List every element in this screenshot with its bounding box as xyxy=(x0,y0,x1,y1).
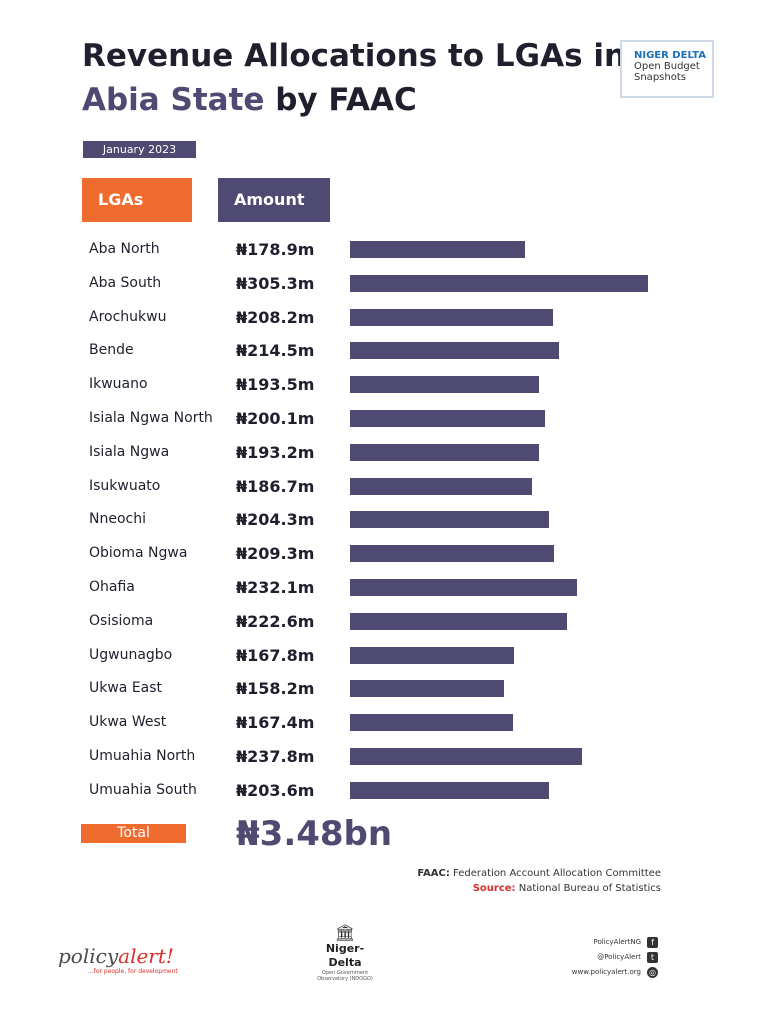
amount-label: ₦158.2m xyxy=(236,679,315,699)
bar xyxy=(350,748,582,765)
lga-name: Arochukwu xyxy=(89,308,167,325)
amount-label: ₦186.7m xyxy=(236,476,315,496)
lga-name: Ukwa East xyxy=(89,680,163,697)
lga-name: Ukwa West xyxy=(89,714,167,731)
facebook-handle: PolicyAlertNG xyxy=(593,938,641,946)
bar xyxy=(350,579,577,596)
ndogo-sub-2: Observatory (NDOGO) xyxy=(317,976,373,982)
amount-label: ₦167.4m xyxy=(236,713,315,733)
lga-name: Isiala Ngwa xyxy=(89,443,170,460)
lga-name: Bende xyxy=(89,342,134,359)
amount-label: ₦193.5m xyxy=(236,375,315,395)
twitter-icon: t xyxy=(647,951,658,963)
lga-name: Aba South xyxy=(89,274,162,291)
ndogo-sub-1: Open Government xyxy=(321,970,369,976)
logo-line-1: NIGER DELTA xyxy=(634,50,706,61)
lga-name: Nneochi xyxy=(89,511,146,528)
source-key: Source: xyxy=(472,883,516,894)
amount-label: ₦178.9m xyxy=(236,240,315,259)
bar xyxy=(350,545,554,563)
source-note: Source: National Bureau of Statistics xyxy=(417,881,661,896)
social-links: PolicyAlertNG f @PolicyAlert t www.policya… xyxy=(572,935,658,980)
bar xyxy=(350,680,504,698)
lga-name: Ugwunagbo xyxy=(89,646,173,663)
facebook-icon: f xyxy=(647,936,658,948)
brand-main: policy xyxy=(58,944,119,968)
bar xyxy=(350,308,553,326)
lga-name: Ohafia xyxy=(89,579,135,595)
website-link[interactable]: www.policyalert.org ◎ xyxy=(572,965,658,980)
page-title: Revenue Allocations to LGAs in Abia Stat… xyxy=(82,34,626,122)
bar xyxy=(350,612,567,630)
policy-alert-logo: policyalert! xyxy=(58,944,174,968)
title-suffix: by FAAC xyxy=(264,82,417,118)
bar xyxy=(350,714,513,732)
faac-key: FAAC: xyxy=(417,868,450,879)
bar xyxy=(350,443,539,461)
title-line-2: Abia State by FAAC xyxy=(82,78,626,122)
source-text: National Bureau of Statistics xyxy=(515,883,661,894)
column-header-lgas: LGAs xyxy=(82,178,192,222)
bar xyxy=(350,241,525,258)
building-icon: 🏛 xyxy=(334,923,356,942)
ndogo-logo: 🏛 Niger-Delta Open Government Observator… xyxy=(312,923,378,983)
amount-label: ₦208.2m xyxy=(236,307,315,327)
lga-name: Isiala Ngwa North xyxy=(89,410,213,426)
total-label: Total xyxy=(81,824,186,843)
bar xyxy=(350,274,648,292)
brand-tagline: ...for people, for development xyxy=(88,968,178,975)
title-accent: Abia State xyxy=(82,82,265,118)
brand-em: alert! xyxy=(118,944,174,968)
lga-name: Umuahia North xyxy=(89,748,196,764)
title-line-1: Revenue Allocations to LGAs in xyxy=(82,38,627,74)
lga-name: Umuahia South xyxy=(89,781,197,798)
total-value: ₦3.48bn xyxy=(236,814,393,854)
amount-label: ₦193.2m xyxy=(236,442,315,462)
bar xyxy=(350,646,514,664)
amount-label: ₦203.6m xyxy=(236,780,315,800)
ndogo-name: Niger-Delta xyxy=(325,942,365,969)
bar xyxy=(350,511,549,529)
niger-delta-snapshots-logo: NIGER DELTA Open Budget Snapshots xyxy=(620,40,714,98)
amount-label: ₦305.3m xyxy=(236,273,315,293)
twitter-handle: @PolicyAlert xyxy=(597,953,641,961)
column-header-amount: Amount xyxy=(218,178,330,222)
lga-name: Ikwuano xyxy=(89,376,148,393)
lga-name: Osisioma xyxy=(89,612,154,629)
bar xyxy=(350,342,559,360)
faac-text: Federation Account Allocation Committee xyxy=(449,868,661,879)
twitter-link[interactable]: @PolicyAlert t xyxy=(572,950,658,965)
bar xyxy=(350,781,549,799)
website-url: www.policyalert.org xyxy=(571,968,641,976)
amount-label: ₦204.3m xyxy=(236,510,315,530)
globe-icon: ◎ xyxy=(647,966,658,978)
period-badge: January 2023 xyxy=(83,141,196,158)
lga-name: Obioma Ngwa xyxy=(89,545,188,562)
amount-label: ₦237.8m xyxy=(236,747,315,766)
amount-label: ₦200.1m xyxy=(236,409,315,428)
amount-label: ₦167.8m xyxy=(236,645,315,665)
bar xyxy=(350,376,539,394)
amount-label: ₦214.5m xyxy=(236,341,315,361)
bar xyxy=(350,477,532,495)
chart-notes: FAAC: Federation Account Allocation Comm… xyxy=(417,866,661,896)
faac-note: FAAC: Federation Account Allocation Comm… xyxy=(417,866,661,881)
lga-name: Isukwuato xyxy=(89,477,161,494)
lga-name: Aba North xyxy=(89,241,160,257)
logo-line-3: Snapshots xyxy=(634,72,686,83)
amount-label: ₦222.6m xyxy=(236,611,315,631)
logo-line-2: Open Budget xyxy=(634,61,700,72)
amount-label: ₦209.3m xyxy=(236,544,315,564)
facebook-link[interactable]: PolicyAlertNG f xyxy=(572,935,658,950)
amount-label: ₦232.1m xyxy=(236,578,315,597)
bar xyxy=(350,410,545,427)
